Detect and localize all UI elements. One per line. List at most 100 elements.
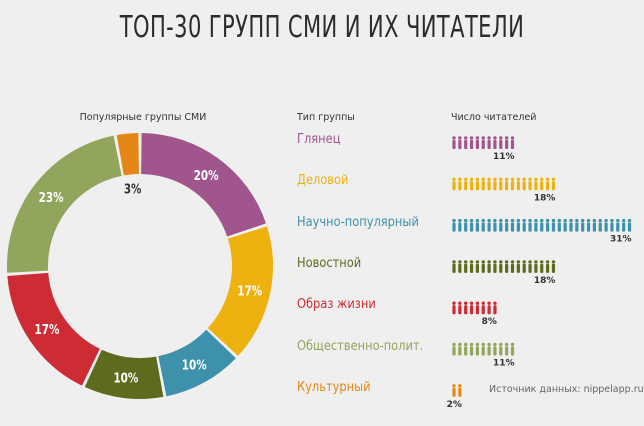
- person-icon-head: [475, 342, 480, 347]
- person-icon-body: [481, 181, 485, 191]
- readers-row: [452, 177, 556, 191]
- person-icon-body: [499, 140, 503, 149]
- person-icon-head: [499, 218, 503, 223]
- person-icon-head: [452, 177, 456, 181]
- donut-slice-label: 10%: [182, 357, 207, 372]
- person-icon-body: [516, 222, 520, 232]
- readers-value-label: 2%: [447, 400, 462, 410]
- person-icon-head: [540, 218, 544, 223]
- person-icon-head: [469, 218, 474, 223]
- person-icon-head: [464, 177, 468, 181]
- person-icon-head: [604, 218, 608, 223]
- person-icon-body: [499, 222, 503, 232]
- person-icon-head: [551, 260, 556, 264]
- readers-row: [452, 384, 462, 397]
- readers-value-label: 8%: [482, 317, 497, 327]
- person-icon-head: [458, 384, 462, 388]
- person-icon-body: [475, 346, 479, 356]
- person-icon-body: [481, 140, 485, 149]
- person-icon-body: [487, 181, 491, 191]
- person-icon-body: [452, 387, 456, 397]
- person-icon-body: [493, 346, 497, 356]
- person-icon-body: [487, 346, 491, 356]
- person-icon-body: [493, 222, 497, 232]
- person-icon-body: [505, 140, 509, 149]
- person-icon-body: [493, 305, 497, 315]
- person-icon-head: [493, 177, 497, 181]
- person-icon-body: [557, 222, 561, 232]
- category-label: Общественно-полит.: [297, 338, 424, 354]
- person-icon-head: [458, 177, 462, 181]
- person-icon-head: [510, 218, 515, 223]
- person-icon-body: [510, 140, 515, 149]
- person-icon-body: [505, 346, 509, 356]
- readers-row: [452, 301, 497, 315]
- person-icon-head: [458, 342, 462, 347]
- donut-slice-label: 23%: [39, 190, 64, 205]
- person-icon-body: [452, 222, 456, 232]
- person-icon-body: [534, 181, 538, 191]
- person-icon-body: [475, 263, 479, 273]
- person-icon-body: [493, 140, 497, 149]
- person-icon-body: [528, 181, 532, 191]
- person-icon-body: [469, 140, 474, 149]
- person-icon-head: [504, 342, 509, 347]
- person-icon-head: [481, 136, 485, 140]
- person-icon-head: [581, 218, 585, 223]
- person-icon-head: [516, 260, 521, 264]
- person-icon-body: [627, 222, 632, 232]
- person-icon-head: [487, 301, 491, 305]
- person-icon-head: [540, 260, 544, 264]
- person-icon-head: [516, 218, 521, 223]
- person-icon-body: [534, 263, 538, 273]
- person-icon-head: [469, 136, 474, 140]
- person-icon-body: [481, 305, 485, 315]
- person-icon-head: [504, 260, 509, 264]
- person-icon-body: [522, 222, 526, 232]
- donut-slice-label: 17%: [35, 322, 60, 337]
- person-icon-head: [481, 218, 485, 223]
- person-icon-head: [481, 342, 485, 347]
- person-icon-head: [475, 136, 480, 140]
- readers-value-label: 11%: [493, 359, 515, 369]
- donut-slice: [141, 133, 266, 237]
- person-icon-body: [464, 140, 468, 149]
- person-icon-body: [481, 263, 485, 273]
- person-icon-body: [563, 222, 567, 232]
- person-icon-head: [575, 218, 579, 223]
- person-icon-head: [458, 136, 462, 140]
- person-icon-body: [546, 181, 550, 191]
- person-icon-body: [493, 181, 497, 191]
- person-icon-body: [481, 222, 485, 232]
- column-header-readers: Число читателей: [451, 112, 537, 123]
- person-icon-head: [610, 218, 614, 223]
- person-icon-head: [487, 342, 491, 347]
- person-icon-head: [487, 260, 491, 264]
- person-icon-head: [510, 260, 515, 264]
- person-icon-body: [452, 181, 456, 191]
- person-icon-head: [452, 136, 456, 140]
- person-icon-body: [458, 387, 462, 397]
- readers-row: [452, 218, 632, 232]
- person-icon-head: [545, 177, 550, 181]
- person-icon-head: [528, 260, 532, 264]
- person-icon-body: [487, 140, 491, 149]
- person-icon-body: [452, 140, 456, 149]
- person-icon-head: [481, 177, 485, 181]
- person-icon-body: [464, 305, 468, 315]
- person-icon-body: [610, 222, 614, 232]
- readers-row: [452, 136, 515, 149]
- person-icon-head: [499, 177, 503, 181]
- category-label: Образ жизни: [297, 297, 376, 313]
- person-icon-body: [452, 263, 456, 273]
- person-icon-body: [551, 222, 556, 232]
- readers-value-label: 18%: [534, 276, 556, 286]
- person-icon-body: [499, 181, 503, 191]
- person-icon-body: [540, 222, 544, 232]
- person-icon-body: [540, 263, 544, 273]
- person-icon-head: [504, 136, 509, 140]
- person-icon-body: [505, 181, 509, 191]
- person-icon-body: [510, 181, 515, 191]
